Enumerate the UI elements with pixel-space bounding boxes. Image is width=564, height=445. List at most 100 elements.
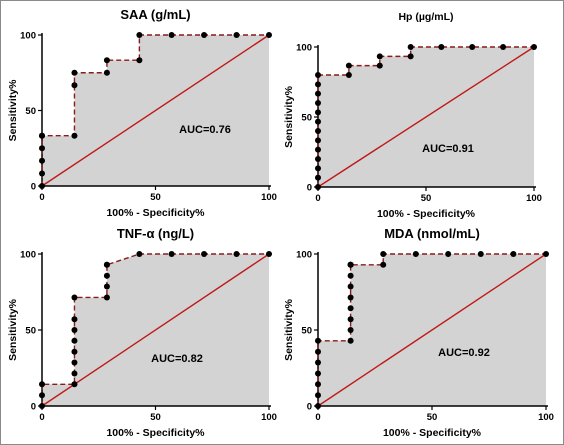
data-point <box>71 82 78 89</box>
data-point <box>315 156 321 162</box>
data-point <box>407 44 414 50</box>
y-tick-label: 100 <box>296 43 312 54</box>
data-point <box>103 283 110 290</box>
data-point <box>510 251 517 257</box>
data-point <box>445 251 452 257</box>
data-point <box>315 381 321 388</box>
x-tick-label: 0 <box>39 192 44 203</box>
data-point <box>136 32 143 38</box>
data-point <box>71 359 78 366</box>
data-point <box>201 251 208 257</box>
chart-title: TNF-α (ng/L) <box>117 226 194 241</box>
roc-curve <box>317 46 534 187</box>
data-point <box>315 337 321 344</box>
data-point <box>315 81 321 88</box>
x-tick-label: 100 <box>261 412 277 423</box>
y-tick-label: 0 <box>31 402 36 413</box>
data-point <box>201 32 208 38</box>
y-axis-label: Sensitivity% <box>283 298 295 361</box>
data-point <box>543 251 549 257</box>
data-point <box>39 381 45 388</box>
data-point <box>315 146 321 153</box>
y-axis-label: Sensitivity% <box>7 298 19 361</box>
roc-curve <box>41 34 269 186</box>
x-axis-label: 100% - Specificity% <box>106 427 205 439</box>
data-point <box>347 261 354 268</box>
data-point <box>315 174 321 181</box>
x-tick-label: 100 <box>526 193 542 204</box>
roc-panel-2: 0 50 100 0 50 100 Hp (µg/mL) 100% - Specificity… <box>283 11 542 220</box>
data-point <box>39 145 45 152</box>
data-point <box>315 100 321 106</box>
data-point <box>266 251 272 257</box>
x-tick-label: 50 <box>421 193 432 204</box>
x-tick-label: 100 <box>261 192 277 203</box>
data-point <box>315 359 321 366</box>
y-tick-label: 0 <box>307 183 312 194</box>
roc-panel-1: 0 50 100 0 50 100 SAA (g/mL) 100% - Specificity… <box>7 7 277 219</box>
roc-panel-3: 0 50 100 0 50 100 TNF-α (ng/L) 100% - Specifici… <box>7 226 277 439</box>
auc-annotation: AUC=0.91 <box>422 143 474 155</box>
roc-curve <box>41 253 269 406</box>
x-axis-label: 100% - Specificity% <box>106 207 205 219</box>
data-point <box>477 251 484 257</box>
auc-annotation: AUC=0.76 <box>179 124 231 136</box>
data-point <box>71 337 78 344</box>
data-point <box>71 370 78 377</box>
data-point <box>315 109 321 116</box>
x-tick-label: 50 <box>150 412 161 423</box>
data-point <box>380 261 387 268</box>
data-point <box>168 251 175 257</box>
data-point <box>39 132 45 139</box>
data-point <box>315 370 321 377</box>
data-point <box>531 44 537 50</box>
data-point <box>233 251 240 257</box>
data-point <box>315 137 321 144</box>
data-point <box>71 381 78 388</box>
data-point <box>347 283 354 290</box>
data-point <box>136 57 143 64</box>
data-point <box>315 118 321 125</box>
data-point <box>71 132 78 139</box>
data-point <box>39 157 45 164</box>
data-point <box>380 251 387 257</box>
data-point <box>412 251 419 257</box>
data-point <box>347 316 354 323</box>
data-point <box>469 44 476 50</box>
reference-line <box>41 34 270 187</box>
data-point <box>315 72 321 78</box>
y-tick-label: 50 <box>301 326 312 337</box>
x-tick-label: 0 <box>39 412 44 423</box>
x-axis-label: 100% - Specificity% <box>383 427 482 439</box>
y-axis-label: Sensitivity% <box>283 85 295 148</box>
data-point <box>315 392 321 399</box>
data-point <box>438 44 445 50</box>
x-tick-label: 50 <box>150 192 161 203</box>
data-point <box>266 32 272 38</box>
y-tick-label: 0 <box>307 402 312 413</box>
reference-line <box>41 253 270 407</box>
data-point <box>168 32 175 38</box>
data-point <box>71 348 78 355</box>
data-point <box>347 337 354 344</box>
reference-line <box>317 253 547 407</box>
data-point <box>407 53 414 60</box>
y-tick-label: 50 <box>301 113 312 124</box>
data-point <box>103 261 110 268</box>
data-point <box>71 69 78 76</box>
data-point <box>39 392 45 399</box>
data-point <box>71 294 78 301</box>
x-tick-label: 50 <box>427 412 438 423</box>
y-axis-label: Sensitivity% <box>7 79 19 142</box>
reference-line <box>317 46 535 188</box>
data-point <box>71 316 78 323</box>
data-point <box>39 170 45 177</box>
data-point <box>103 57 110 64</box>
data-point <box>103 69 110 76</box>
data-point <box>136 251 143 257</box>
data-point <box>233 32 240 38</box>
data-point <box>376 53 383 60</box>
chart-title: MDA (nmol/mL) <box>384 226 480 241</box>
data-point <box>500 44 507 50</box>
